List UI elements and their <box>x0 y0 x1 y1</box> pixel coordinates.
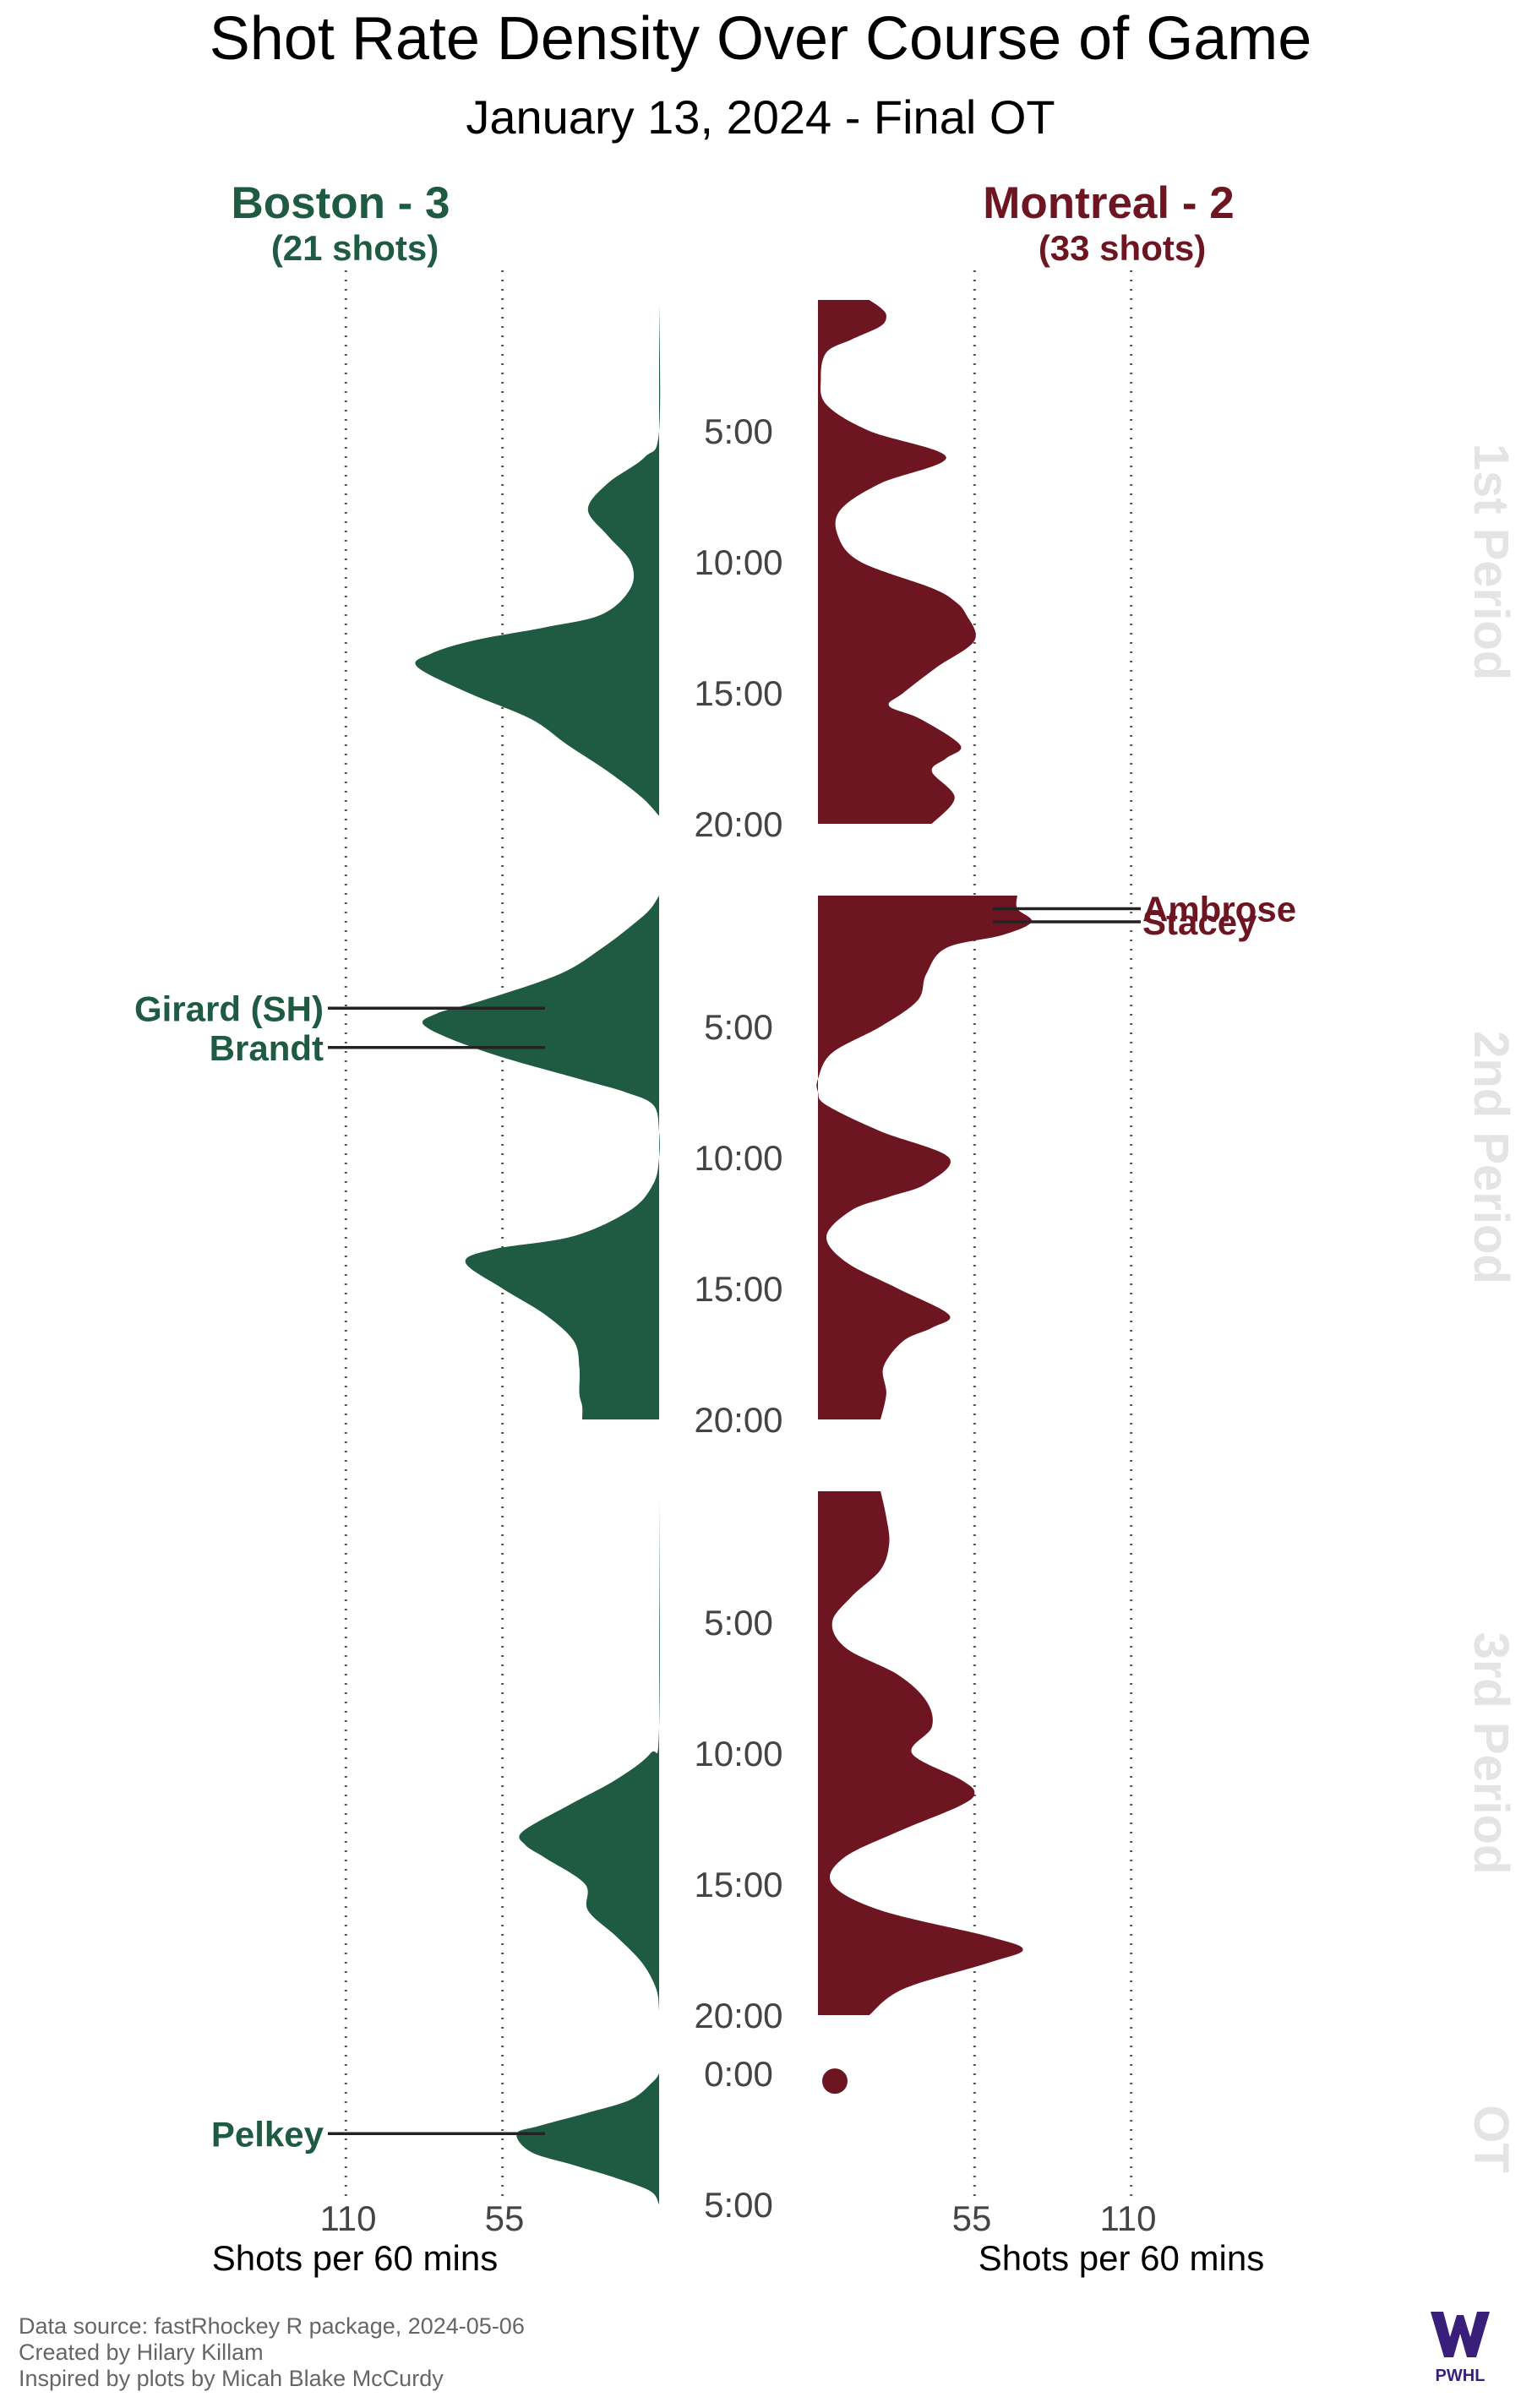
home-density-ot <box>516 2073 659 2204</box>
time-tick-2nd-period-1500: 15:00 <box>694 1269 782 1309</box>
time-tick-1st-period-2000: 20:00 <box>694 804 782 844</box>
caption-inspiration: Inspired by plots by Micah Blake McCurdy <box>19 2366 444 2391</box>
time-tick-3rd-period-1000: 10:00 <box>694 1734 782 1773</box>
away-density-2nd-period <box>816 896 1033 1419</box>
away-density-3rd-period <box>818 1491 1023 2015</box>
caption-author: Created by Hilary Killam <box>19 2340 264 2365</box>
time-tick-2nd-period-2000: 20:00 <box>694 1400 782 1440</box>
goal-scorer-girard-sh: Girard (SH) <box>134 989 324 1028</box>
away-shot-dot-ot <box>822 2068 848 2095</box>
time-tick-1st-period-1000: 10:00 <box>694 542 782 582</box>
time-tick-labels: 5:00 10:00 15:00 20:00 5:00 10:00 15:00 20:00 5:… <box>694 411 782 2225</box>
chart-title: Shot Rate Density Over Course of Game <box>210 5 1312 73</box>
caption-source: Data source: fastRhockey R package, 2024… <box>19 2313 525 2339</box>
time-tick-ot-500: 5:00 <box>704 2185 773 2225</box>
home-density-3rd-period <box>519 1491 660 2010</box>
time-tick-3rd-period-2000: 20:00 <box>694 1996 782 2035</box>
goal-scorer-ambrose: Ambrose <box>1142 890 1296 929</box>
away-density-1st-period <box>818 300 976 824</box>
home-density-1st-period <box>415 300 661 816</box>
away-x-tick-110: 110 <box>1100 2198 1157 2238</box>
time-tick-2nd-period-500: 5:00 <box>704 1007 773 1047</box>
home-density-2nd-period <box>422 896 660 1419</box>
away-shots-label: (33 shots) <box>1039 228 1206 268</box>
home-x-tick-110: 110 <box>320 2198 377 2238</box>
home-x-tick-55: 55 <box>485 2198 525 2238</box>
time-tick-ot-000: 0:00 <box>704 2054 773 2094</box>
goal-scorer-pelkey: Pelkey <box>211 2114 324 2154</box>
goal-scorer-brandt: Brandt <box>210 1028 324 1068</box>
time-tick-1st-period-500: 5:00 <box>704 411 773 451</box>
away-x-tick-55: 55 <box>952 2198 992 2238</box>
period-labels: 1st Period 2nd Period 3rd Period OT <box>1464 444 1518 2173</box>
grid-lines <box>344 270 1133 2204</box>
time-tick-3rd-period-500: 5:00 <box>704 1603 773 1643</box>
home-x-axis-label: Shots per 60 mins <box>212 2238 499 2278</box>
away-team-label: Montreal - 2 <box>983 178 1234 228</box>
home-team-label: Boston - 3 <box>231 178 450 228</box>
period-label-2nd-period: 2nd Period <box>1464 1031 1518 1284</box>
goal-scorer-stacey: Stacey <box>1142 902 1257 942</box>
density-areas <box>415 300 1033 2204</box>
time-tick-2nd-period-1000: 10:00 <box>694 1138 782 1178</box>
period-label-1st-period: 1st Period <box>1464 444 1518 680</box>
pwhl-logo-text: PWHL <box>1436 2367 1486 2385</box>
time-tick-3rd-period-1500: 15:00 <box>694 1865 782 1904</box>
pwhl-logo: PWHL <box>1431 2312 1490 2385</box>
period-label-ot: OT <box>1464 2105 1518 2173</box>
chart-subtitle: January 13, 2024 - Final OT <box>466 90 1055 144</box>
time-tick-1st-period-1500: 15:00 <box>694 673 782 713</box>
pwhl-logo-mark <box>1431 2312 1490 2357</box>
period-label-3rd-period: 3rd Period <box>1464 1632 1518 1875</box>
away-x-axis-label: Shots per 60 mins <box>979 2238 1265 2278</box>
home-shots-label: (21 shots) <box>271 228 439 268</box>
